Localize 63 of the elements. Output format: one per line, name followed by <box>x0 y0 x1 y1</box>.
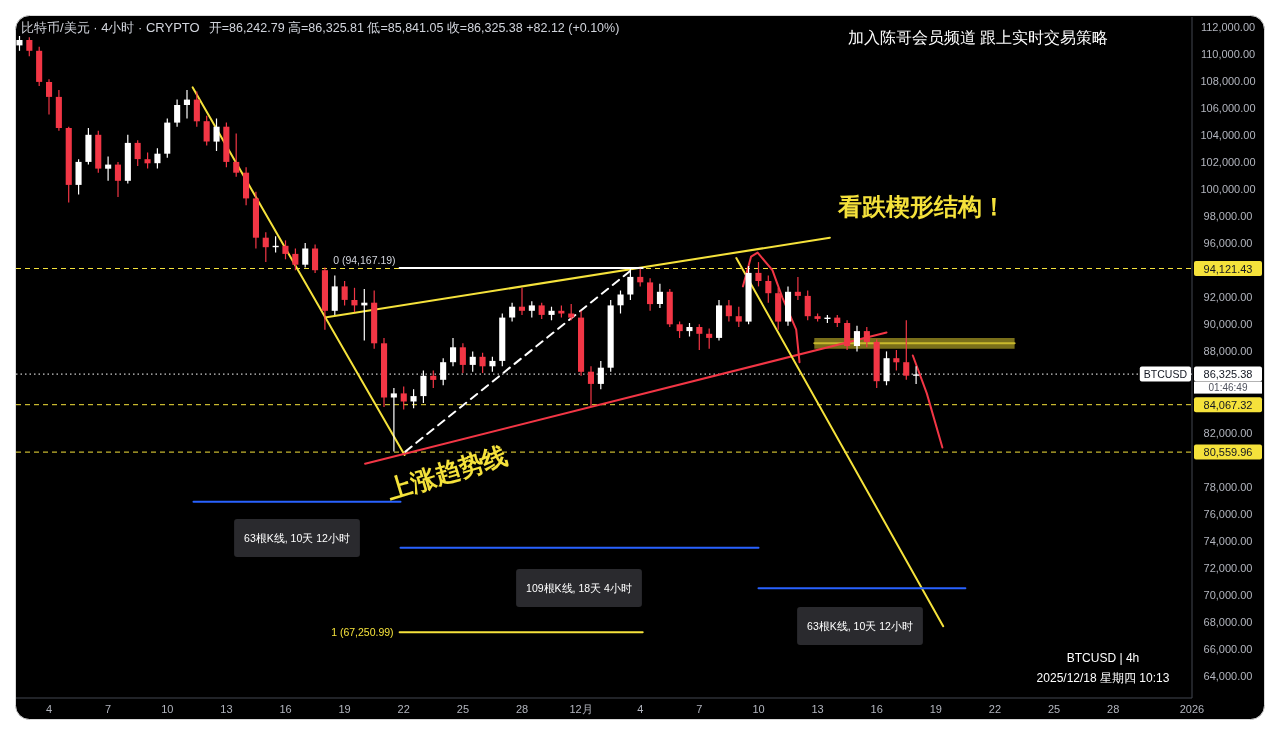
x-tick-label: 2026 <box>1179 703 1205 715</box>
annotation: 1 (67,250.99) <box>331 626 394 639</box>
y-tick-label: 70,000.00 <box>1203 589 1253 602</box>
y-tick-label: 68,000.00 <box>1203 616 1253 629</box>
chart-subtitle: 开=86,242.79 高=86,325.81 低=85,841.05 收=86,325.38 +82.12 (+0.10%) <box>208 21 620 35</box>
x-tick-label: 13 <box>220 703 233 715</box>
y-tick-label: 90,000.00 <box>1203 318 1253 331</box>
y-tick-label: 106,000.00 <box>1200 101 1256 114</box>
y-tick-label: 72,000.00 <box>1203 562 1253 574</box>
price-label: 84,067.32 <box>1194 397 1262 413</box>
y-tick-label: 112,000.00 <box>1200 20 1256 33</box>
annotation: 63根K线, 10天 12小时 <box>234 519 360 557</box>
x-tick-label: 19 <box>929 703 942 715</box>
y-tick-label: 66,000.00 <box>1203 643 1253 656</box>
y-tick-label: 64,000.00 <box>1203 670 1253 683</box>
y-tick-label: 110,000.00 <box>1200 47 1256 60</box>
y-tick-label: 78,000.00 <box>1203 480 1253 493</box>
x-tick-label: 16 <box>279 703 292 715</box>
annotation: 63根K线, 10天 12小时 <box>244 532 350 544</box>
annotation: 109根K线, 18天 4小时 <box>516 569 642 607</box>
x-tick-label: 25 <box>456 703 470 715</box>
x-tick-label: 22 <box>988 703 1002 715</box>
x-tick-label: 19 <box>338 703 351 715</box>
annotation: 0 (94,167.19) <box>333 253 396 266</box>
x-tick-label: 7 <box>696 703 703 715</box>
price-label: 94,121.43 <box>1194 261 1262 276</box>
x-tick-label: 4 <box>637 703 644 715</box>
y-tick-label: 108,000.00 <box>1200 74 1256 87</box>
y-tick-label: 100,000.00 <box>1200 182 1256 195</box>
annotation: 2025/12/18 星期四 10:13 <box>1036 671 1170 685</box>
y-tick-label: 74,000.00 <box>1203 535 1253 547</box>
y-tick-label: 76,000.00 <box>1203 507 1253 520</box>
ref-line-label: 86,325.38 <box>1203 368 1253 381</box>
y-tick-label: 104,000.00 <box>1200 128 1256 141</box>
x-tick-label: 10 <box>161 703 174 715</box>
ref-line-label: 80,559.96 <box>1203 446 1253 459</box>
chart-title: 比特币/美元 · 4小时 · CRYPTO <box>21 20 200 35</box>
y-tick-label: 88,000.00 <box>1203 345 1253 358</box>
ref-line-label: 94,121.43 <box>1203 262 1253 275</box>
y-tick-label: 96,000.00 <box>1203 237 1253 250</box>
y-tick-label: 82,000.00 <box>1203 426 1253 439</box>
y-tick-label: 92,000.00 <box>1203 291 1253 304</box>
x-tick-label: 16 <box>870 703 883 715</box>
x-tick-label: 22 <box>397 703 410 715</box>
annotation: 看跌楔形结构！ <box>838 193 1006 220</box>
x-tick-label: 28 <box>1107 703 1120 715</box>
annotation: 加入陈哥会员频道 跟上实时交易策略 <box>847 29 1109 46</box>
annotation: 63根K线, 10天 12小时 <box>807 620 913 632</box>
x-tick-label: 28 <box>515 703 529 715</box>
y-tick-label: 98,000.00 <box>1203 210 1253 222</box>
x-tick-label: 13 <box>811 703 824 715</box>
annotation: BTCUSD <box>1143 368 1188 381</box>
annotation: 63根K线, 10天 12小时 <box>797 607 923 645</box>
ref-line-label: 84,067.32 <box>1203 398 1253 411</box>
x-tick-label: 12月 <box>569 703 593 715</box>
x-tick-label: 7 <box>105 703 112 715</box>
y-tick-label: 102,000.00 <box>1200 155 1256 168</box>
x-tick-label: 25 <box>1047 703 1061 715</box>
annotation: 109根K线, 18天 4小时 <box>526 582 632 594</box>
annotation: BTCUSD | 4h <box>1066 651 1140 665</box>
x-tick-label: 10 <box>752 703 765 715</box>
annotation: 上涨趋势线 <box>383 440 511 504</box>
x-tick-label: 4 <box>45 703 53 715</box>
